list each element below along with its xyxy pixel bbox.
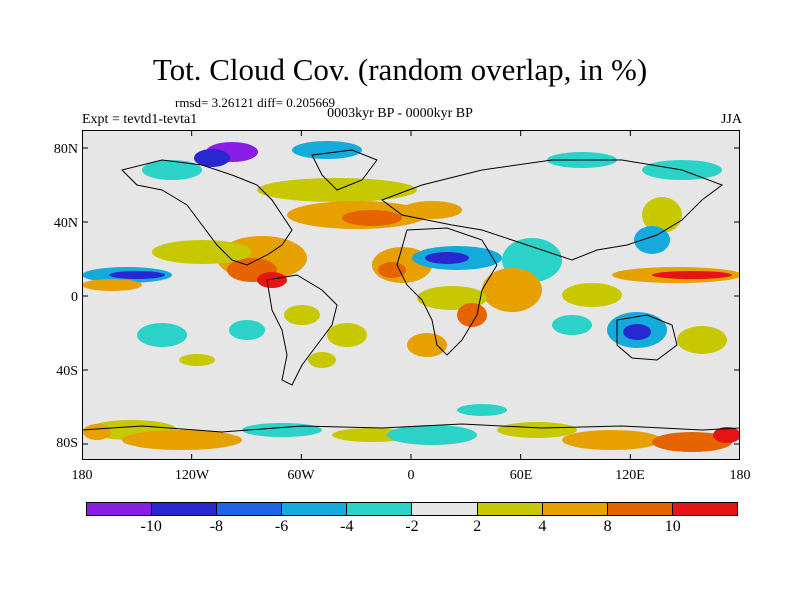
anomaly-patch <box>122 430 242 450</box>
colorbar-label: -4 <box>340 518 354 535</box>
x-tick-label: 120E <box>615 468 645 483</box>
anomaly-patch <box>83 424 111 440</box>
anomaly-patch <box>652 432 732 452</box>
colorbar-label: -8 <box>209 518 224 535</box>
anomaly-patch <box>378 262 406 278</box>
colorbar-segment <box>282 503 348 515</box>
anomaly-patch <box>407 333 447 357</box>
anomaly-patch <box>387 425 477 445</box>
anomaly-patch <box>482 268 542 312</box>
anomaly-patch <box>292 141 362 159</box>
colorbar-segment <box>412 503 478 515</box>
coastlines <box>82 149 740 433</box>
anomaly-patch <box>677 326 727 354</box>
coastline-africa <box>396 227 498 356</box>
anomaly-patch <box>457 404 507 416</box>
colorbar-label: -6 <box>274 518 289 535</box>
colorbar-segment <box>542 503 608 515</box>
anomaly-patch <box>497 422 577 438</box>
anomaly-patch <box>652 271 732 279</box>
x-tick-label: 0 <box>407 468 415 483</box>
anomaly-patch <box>142 160 202 180</box>
colorbar-label: -2 <box>405 518 419 535</box>
colorbar-segment <box>87 503 153 515</box>
map-frame <box>82 130 740 460</box>
anomaly-patch <box>109 271 165 279</box>
anomaly-patch <box>552 315 592 335</box>
coastline-greenland <box>311 149 378 191</box>
x-tick-label: 60W <box>287 468 315 483</box>
anomaly-patch <box>308 352 336 368</box>
coastline-eurasia <box>380 159 724 261</box>
anomaly-patch <box>457 303 487 327</box>
x-tick-label: 60E <box>509 468 533 483</box>
anomaly-patch <box>713 427 740 443</box>
anomaly-patch <box>284 305 320 325</box>
x-tick-label: 180 <box>71 468 93 483</box>
y-tick-label: 80S <box>56 436 78 451</box>
cloud-anomaly-field <box>82 141 740 452</box>
anomaly-patch <box>642 197 682 233</box>
expt-label: Expt = tevtd1-tevta1 <box>82 112 198 127</box>
axis-ticks <box>82 130 740 460</box>
map-plot <box>82 130 740 460</box>
anomaly-patch <box>562 430 662 450</box>
colorbar-segment <box>217 503 283 515</box>
coastline-south-america <box>266 274 338 386</box>
colorbar-segment <box>672 503 737 515</box>
y-tick-label: 40S <box>56 364 78 379</box>
anomaly-patch <box>194 149 230 167</box>
anomaly-patch <box>152 240 252 264</box>
colorbar-segment <box>477 503 543 515</box>
x-tick-label: 120W <box>174 468 210 483</box>
anomaly-patch <box>623 324 651 340</box>
anomaly-patch <box>229 320 265 340</box>
anomaly-patch <box>402 201 462 219</box>
x-tick-label: 180 <box>729 468 751 483</box>
chart-title: Tot. Cloud Cov. (random overlap, in %) <box>152 52 648 87</box>
colorbar-segment <box>152 503 218 515</box>
coastline-north-america <box>121 159 293 266</box>
coastline-australia <box>616 314 678 361</box>
y-tick-label: 0 <box>71 290 78 305</box>
anomaly-patch <box>327 323 367 347</box>
colorbar-label: 10 <box>664 518 681 535</box>
map-background <box>82 130 740 460</box>
y-tick-label: 40N <box>53 216 78 231</box>
stats-text: rmsd= 3.26121 diff= 0.205669 <box>175 95 335 110</box>
anomaly-patch <box>82 279 142 291</box>
anomaly-patch <box>425 252 469 264</box>
colorbar-label: 4 <box>538 518 547 535</box>
subtitle: 0003kyr BP - 0000kyr BP <box>327 106 473 121</box>
season-label: JJA <box>720 112 742 127</box>
y-tick-label: 80N <box>53 142 78 157</box>
anomaly-patch <box>179 354 215 366</box>
coastline-antarctica <box>82 423 740 433</box>
anomaly-patch <box>562 283 622 307</box>
colorbar <box>86 502 738 516</box>
colorbar-segment <box>607 503 673 515</box>
anomaly-patch <box>342 210 402 226</box>
colorbar-segment <box>347 503 413 515</box>
colorbar-label: -10 <box>140 518 162 535</box>
anomaly-patch <box>137 323 187 347</box>
colorbar-label: 2 <box>473 518 482 535</box>
anomaly-patch <box>257 272 287 288</box>
colorbar-label: 8 <box>603 518 612 535</box>
